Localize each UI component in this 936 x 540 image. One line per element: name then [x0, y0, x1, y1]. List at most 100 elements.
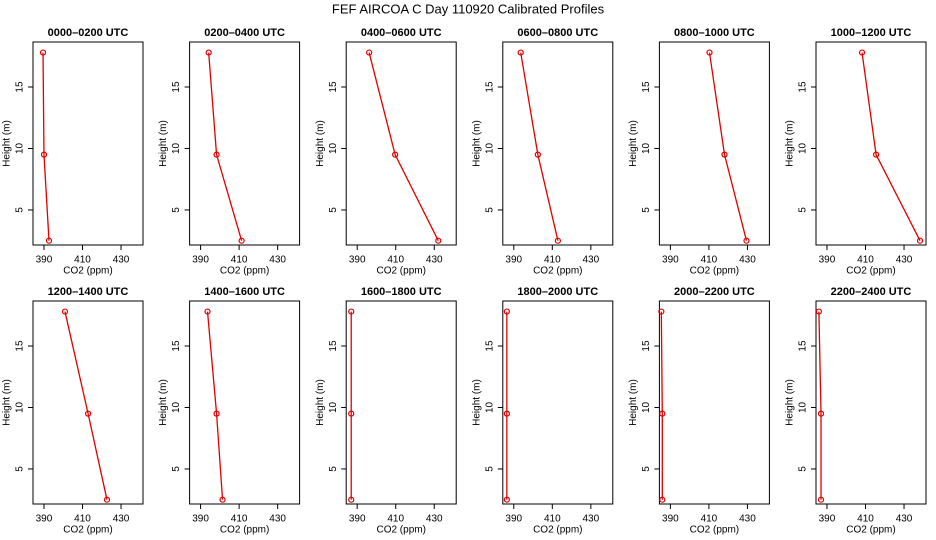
y-tick-label: 15 — [171, 81, 182, 93]
y-axis-label: Height (m) — [628, 120, 639, 167]
y-tick-label: 15 — [484, 81, 495, 93]
y-tick-label: 5 — [15, 466, 26, 472]
x-tick-label: 390 — [192, 514, 209, 525]
panel-title: 1800–2000 UTC — [517, 286, 598, 298]
panel-title: 2000–2200 UTC — [674, 286, 755, 298]
profile-line — [660, 311, 663, 500]
x-tick-label: 410 — [701, 255, 718, 266]
x-tick-label: 410 — [857, 514, 874, 525]
x-axis-label: CO2 (ppm) — [690, 266, 739, 277]
data-point — [205, 49, 212, 56]
plot-frame — [815, 300, 927, 505]
x-axis-label: CO2 (ppm) — [846, 525, 895, 536]
x-tick-label: 430 — [426, 255, 443, 266]
data-point — [39, 49, 47, 56]
data-point — [503, 496, 510, 503]
x-axis-label: CO2 (ppm) — [533, 525, 582, 536]
x-tick-label: 390 — [662, 255, 679, 266]
y-axis-label: Height (m) — [471, 379, 482, 426]
x-tick-label: 410 — [231, 514, 248, 525]
panel-title: 1200–1400 UTC — [48, 286, 129, 298]
panel-title: 1600–1800 UTC — [361, 286, 442, 298]
y-tick-label: 10 — [798, 142, 809, 154]
data-point — [435, 237, 442, 244]
x-tick-label: 390 — [505, 514, 522, 525]
x-tick-label: 430 — [739, 255, 756, 266]
data-point — [916, 237, 924, 244]
data-point — [659, 410, 666, 417]
plot-frame — [658, 41, 770, 246]
x-axis-label: CO2 (ppm) — [63, 266, 112, 277]
x-axis-label: CO2 (ppm) — [533, 266, 582, 277]
x-tick-label: 390 — [36, 255, 53, 266]
y-tick-label: 10 — [15, 401, 26, 413]
y-axis-label: Height (m) — [158, 379, 169, 426]
y-tick-label: 15 — [641, 81, 652, 93]
profile-line — [861, 52, 921, 241]
data-point — [213, 151, 220, 158]
y-tick-label: 15 — [328, 340, 339, 352]
y-tick-label: 15 — [798, 81, 809, 93]
panel-title: 0800–1000 UTC — [674, 27, 755, 39]
y-tick-label: 10 — [171, 401, 182, 413]
x-axis-label: CO2 (ppm) — [220, 266, 269, 277]
data-point — [817, 410, 825, 417]
x-tick-label: 430 — [269, 255, 286, 266]
x-tick-label: 410 — [544, 514, 561, 525]
data-point — [238, 237, 245, 244]
data-point — [348, 496, 355, 503]
plot-frame — [815, 41, 927, 246]
x-axis-label: CO2 (ppm) — [846, 266, 895, 277]
plot-frame — [345, 300, 457, 505]
data-point — [517, 49, 524, 56]
y-axis-label: Height (m) — [2, 120, 13, 167]
y-tick-label: 10 — [15, 142, 26, 154]
y-tick-label: 10 — [798, 401, 809, 413]
x-tick-label: 390 — [349, 255, 366, 266]
y-tick-label: 15 — [641, 340, 652, 352]
y-axis-label: Height (m) — [628, 379, 639, 426]
x-tick-label: 430 — [739, 514, 756, 525]
data-point — [348, 308, 355, 315]
x-axis-label: CO2 (ppm) — [690, 525, 739, 536]
y-axis-label: Height (m) — [471, 120, 482, 167]
x-tick-label: 410 — [857, 255, 874, 266]
data-point — [873, 151, 880, 158]
x-tick-label: 410 — [544, 255, 561, 266]
y-tick-label: 10 — [641, 401, 652, 413]
y-axis-label: Height (m) — [785, 120, 796, 167]
plot-frame — [345, 41, 457, 246]
data-point — [392, 151, 399, 158]
y-tick-label: 15 — [15, 340, 26, 352]
panel-title: 1000–1200 UTC — [831, 27, 912, 39]
x-axis-label: CO2 (ppm) — [376, 266, 425, 277]
y-tick-label: 5 — [484, 207, 495, 213]
x-tick-label: 390 — [36, 514, 53, 525]
x-tick-label: 430 — [896, 514, 913, 525]
y-tick-label: 5 — [798, 207, 809, 213]
profile-line — [818, 311, 822, 500]
x-axis-label: CO2 (ppm) — [63, 525, 112, 536]
x-tick-label: 390 — [349, 514, 366, 525]
panel-title: 2200–2400 UTC — [831, 286, 912, 298]
data-point — [61, 308, 69, 315]
data-point — [213, 410, 220, 417]
y-tick-label: 5 — [15, 207, 26, 213]
y-tick-label: 5 — [328, 207, 339, 213]
plot-frame — [32, 41, 144, 246]
x-tick-label: 430 — [113, 514, 130, 525]
y-tick-label: 10 — [328, 142, 339, 154]
x-tick-label: 390 — [819, 514, 836, 525]
profile-line — [208, 52, 243, 241]
y-tick-label: 5 — [641, 466, 652, 472]
profile-line — [206, 311, 224, 500]
y-axis-label: Height (m) — [315, 120, 326, 167]
data-point — [721, 151, 728, 158]
x-tick-label: 430 — [269, 514, 286, 525]
y-tick-label: 15 — [15, 81, 26, 93]
y-tick-label: 10 — [484, 401, 495, 413]
x-axis-label: CO2 (ppm) — [220, 525, 269, 536]
y-tick-label: 15 — [171, 340, 182, 352]
panel-title: 0600–0800 UTC — [517, 27, 598, 39]
data-point — [858, 49, 866, 56]
